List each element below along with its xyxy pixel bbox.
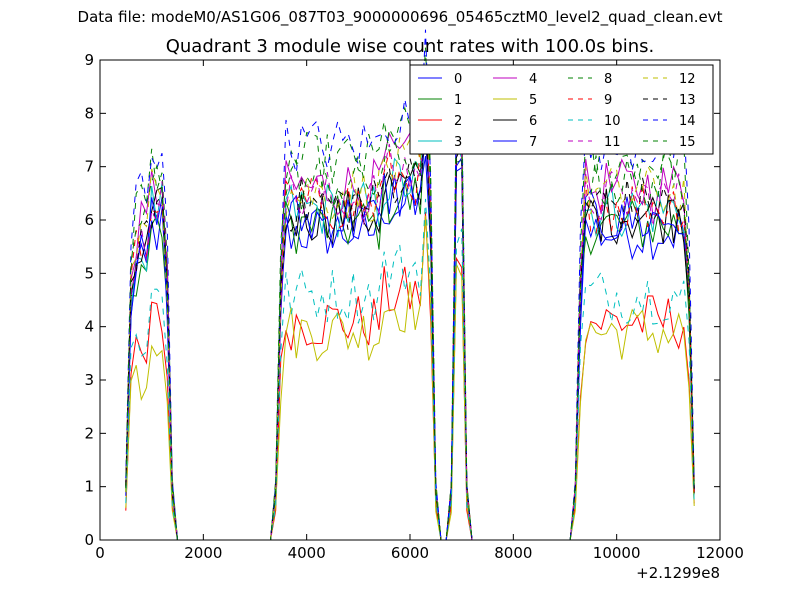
- x-tick-label: 8000: [494, 544, 532, 562]
- series-line-5: [125, 215, 695, 541]
- series-line-9: [125, 100, 695, 541]
- y-tick-label: 6: [84, 211, 94, 229]
- legend-label-3: 3: [454, 135, 462, 150]
- series-line-13: [125, 107, 695, 541]
- x-tick-label: 12000: [696, 544, 744, 562]
- y-tick-label: 8: [84, 104, 94, 122]
- y-tick-label: 9: [84, 51, 94, 69]
- y-tick-label: 3: [84, 371, 94, 389]
- x-offset-label: +2.1299e8: [636, 564, 720, 582]
- legend-box: [409, 64, 714, 155]
- data-file-caption: Data file: modeM0/AS1G06_087T03_90000006…: [77, 8, 723, 26]
- legend-label-12: 12: [679, 72, 696, 87]
- y-tick-label: 1: [84, 478, 94, 496]
- legend-label-4: 4: [529, 72, 537, 87]
- axis-ticks: 0 2000 4000 6000 8000 10000 120000123456789+2.…: [84, 51, 743, 582]
- y-tick-label: 2: [84, 424, 94, 442]
- series-line-2: [125, 211, 695, 541]
- legend-label-13: 13: [679, 93, 696, 108]
- legend-label-0: 0: [454, 72, 462, 87]
- legend-label-15: 15: [679, 135, 696, 150]
- series-line-6: [125, 134, 695, 541]
- legend-label-14: 14: [679, 114, 696, 129]
- y-tick-label: 4: [84, 318, 94, 336]
- x-tick-label: 6000: [391, 544, 429, 562]
- legend-label-7: 7: [529, 135, 537, 150]
- y-tick-label: 0: [84, 531, 94, 549]
- legend-label-2: 2: [454, 114, 462, 129]
- x-tick-label: 0: [95, 544, 105, 562]
- legend-label-1: 1: [454, 93, 462, 108]
- y-tick-label: 5: [84, 264, 94, 282]
- x-tick-label: 10000: [593, 544, 641, 562]
- chart-title: Quadrant 3 module wise count rates with …: [165, 36, 655, 57]
- legend-label-8: 8: [604, 72, 612, 87]
- series-line-10: [125, 198, 695, 541]
- legend-label-10: 10: [604, 114, 621, 129]
- y-tick-label: 7: [84, 158, 94, 176]
- legend-label-5: 5: [529, 93, 537, 108]
- series-line-3: [125, 107, 695, 541]
- legend-label-9: 9: [604, 93, 612, 108]
- series-line-11: [125, 98, 695, 541]
- x-tick-label: 2000: [184, 544, 222, 562]
- legend-label-11: 11: [604, 135, 621, 150]
- legend-label-6: 6: [529, 114, 537, 129]
- x-tick-label: 4000: [288, 544, 326, 562]
